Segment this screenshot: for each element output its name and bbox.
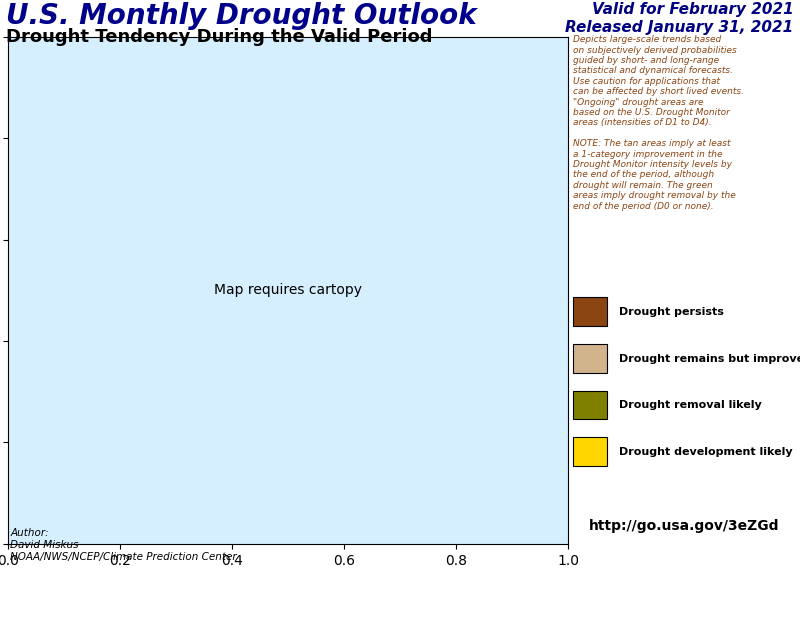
Text: Drought persists: Drought persists <box>619 307 724 317</box>
FancyBboxPatch shape <box>573 391 607 419</box>
FancyBboxPatch shape <box>573 344 607 373</box>
FancyBboxPatch shape <box>573 297 607 326</box>
Text: Valid for February 2021
Released January 31, 2021: Valid for February 2021 Released January… <box>566 2 794 35</box>
Text: U.S. Monthly Drought Outlook: U.S. Monthly Drought Outlook <box>6 2 477 30</box>
Text: Drought removal likely: Drought removal likely <box>619 400 762 410</box>
Text: Author:
David Miskus
NOAA/NWS/NCEP/Climate Prediction Center: Author: David Miskus NOAA/NWS/NCEP/Clima… <box>10 528 237 562</box>
Text: Drought Tendency During the Valid Period: Drought Tendency During the Valid Period <box>6 28 432 46</box>
Text: Drought development likely: Drought development likely <box>619 447 793 457</box>
Text: Drought remains but improves: Drought remains but improves <box>619 353 800 363</box>
Text: Depicts large-scale trends based
on subjectively derived probabilities
guided by: Depicts large-scale trends based on subj… <box>573 35 744 211</box>
FancyBboxPatch shape <box>573 438 607 466</box>
Text: http://go.usa.gov/3eZGd: http://go.usa.gov/3eZGd <box>589 520 779 533</box>
Text: Map requires cartopy: Map requires cartopy <box>214 284 362 297</box>
